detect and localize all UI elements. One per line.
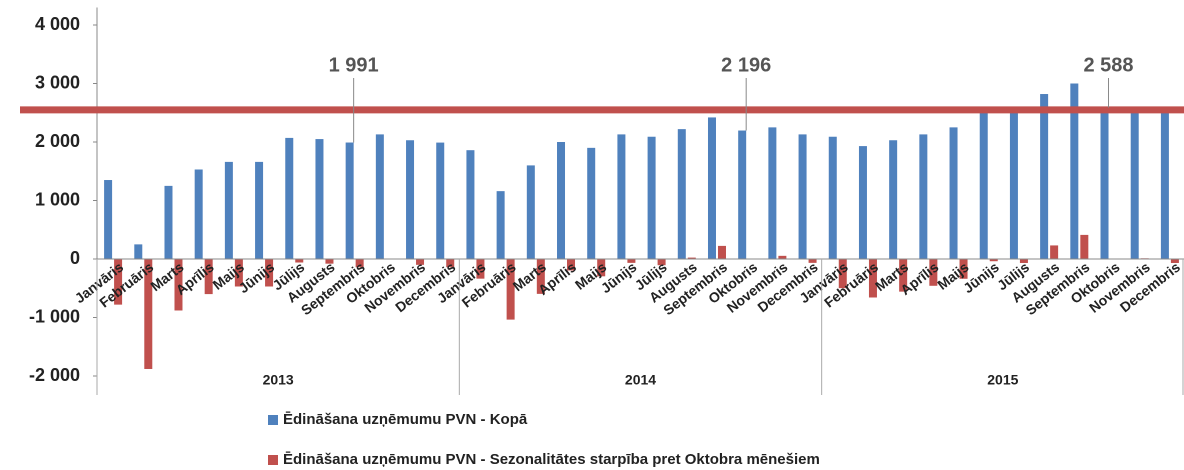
bar [587,147,596,259]
bar [838,259,847,289]
bar [717,245,726,259]
bar [889,140,898,259]
bar [707,117,716,260]
bar [1160,111,1169,259]
legend-label: Ēdināšana uzņēmumu PVN - Kopā [283,411,528,428]
bar [959,259,968,279]
bar [315,139,324,259]
bar [1050,245,1059,259]
y-tick-label: 4 000 [35,14,80,34]
bar [164,185,173,259]
bar [194,169,203,259]
group-label: 2013 [263,372,294,388]
bar [687,257,696,259]
bar [627,259,636,263]
y-tick-label: 0 [70,248,80,268]
bar [949,127,958,259]
bar [506,259,515,320]
bar [466,150,475,259]
bar [979,109,988,259]
group-label: 2014 [625,372,656,388]
bar [265,259,274,287]
bar [204,259,213,295]
bar [557,142,566,259]
bar [446,259,455,268]
bar [899,259,908,292]
bar [1019,259,1028,263]
bar [114,259,123,305]
bar [144,259,153,369]
legend-swatch [268,415,278,425]
bar [134,244,143,259]
bar [295,259,304,263]
bar [1080,234,1089,259]
legend-label: Ēdināšana uzņēmumu PVN - Sezonalitātes s… [283,451,820,468]
annotation: 2 196 [721,54,771,76]
y-tick-label: 3 000 [35,72,80,92]
bar [285,137,294,259]
bar [919,134,928,259]
bar [989,259,998,262]
bar [355,259,364,268]
bar [738,130,747,259]
bar [677,129,686,259]
bar [1070,83,1079,259]
bar [617,134,626,259]
y-tick-label: 2 000 [35,131,80,151]
bar [436,142,445,259]
bar [104,180,113,259]
bar [868,259,877,298]
bar [325,259,334,264]
bar [567,259,576,271]
bar [858,146,867,259]
group-label: 2015 [987,372,1018,388]
bar [647,136,656,259]
bar [536,259,545,294]
bar [1130,106,1139,260]
bar [255,161,264,259]
annotation: 1 991 [329,54,379,76]
bar [375,134,384,259]
y-tick-label: -2 000 [29,365,80,385]
bar [476,259,485,279]
bar [768,127,777,259]
y-tick-label: 1 000 [35,189,80,209]
bar [808,259,817,263]
bar [1170,259,1179,263]
bar [224,161,233,259]
bar [406,140,415,259]
legend-swatch [268,455,278,465]
bar [416,259,425,265]
bar [828,136,837,259]
bar [778,255,787,259]
y-tick-label: -1 000 [29,306,80,326]
bar [234,259,243,287]
annotation: 2 588 [1083,54,1133,76]
bar [1009,111,1018,259]
bar [496,191,505,259]
bar [798,134,807,259]
bar [174,259,183,311]
bar [526,165,535,259]
bar [929,259,938,286]
bar [1040,94,1049,259]
bar [657,259,666,266]
bar [597,259,606,277]
bar [1100,107,1109,260]
bar [345,142,354,259]
